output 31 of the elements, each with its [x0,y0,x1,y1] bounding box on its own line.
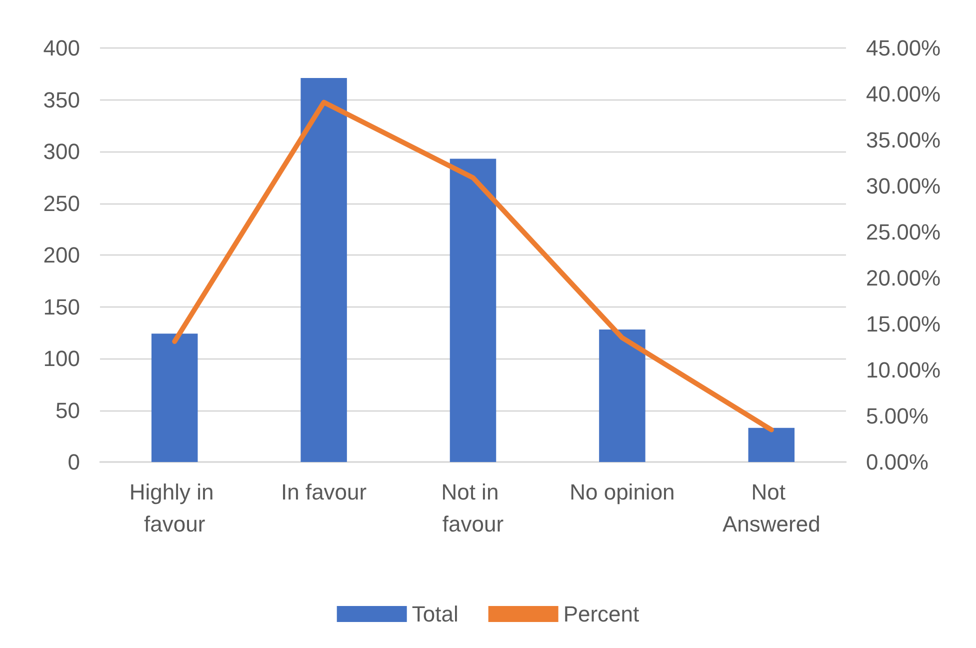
y-tick-label: 0 [68,450,80,474]
y2-tick-label: 25.00% [866,220,941,244]
y2-tick-label: 40.00% [866,82,941,106]
y-tick-label: 300 [43,139,80,164]
legend-label: Percent [563,602,640,626]
bar [300,78,347,462]
x-tick-label: Not Answered [722,480,820,536]
y-tick-label: 100 [43,346,80,371]
x-tick-label: Not in favour [441,480,505,536]
y-tick-label: 150 [43,294,80,320]
x-tick-label: Highly in favour [129,480,220,536]
y-tick-label: 200 [43,242,80,268]
y2-tick-label: 10.00% [866,358,941,382]
x-tick-label: No opinion [570,480,675,504]
bar [748,428,795,462]
y2-tick-label: 30.00% [866,174,941,198]
y2-tick-label: 5.00% [866,404,928,428]
legend-label: Total [412,602,458,626]
y2-tick-label: 35.00% [866,128,941,152]
y2-tick-label: 20.00% [866,266,941,290]
bar [450,158,496,462]
y2-tick-label: 15.00% [866,312,941,336]
y-tick-label: 400 [43,36,80,60]
y2-tick-label: 0.00% [866,450,928,474]
y-tick-label: 350 [43,87,80,112]
bar [599,330,646,462]
bar [151,334,198,462]
y-tick-label: 250 [43,190,80,216]
y2-tick-label: 45.00% [866,36,941,60]
x-tick-label: In favour [280,480,367,504]
y-tick-label: 50 [56,398,80,423]
